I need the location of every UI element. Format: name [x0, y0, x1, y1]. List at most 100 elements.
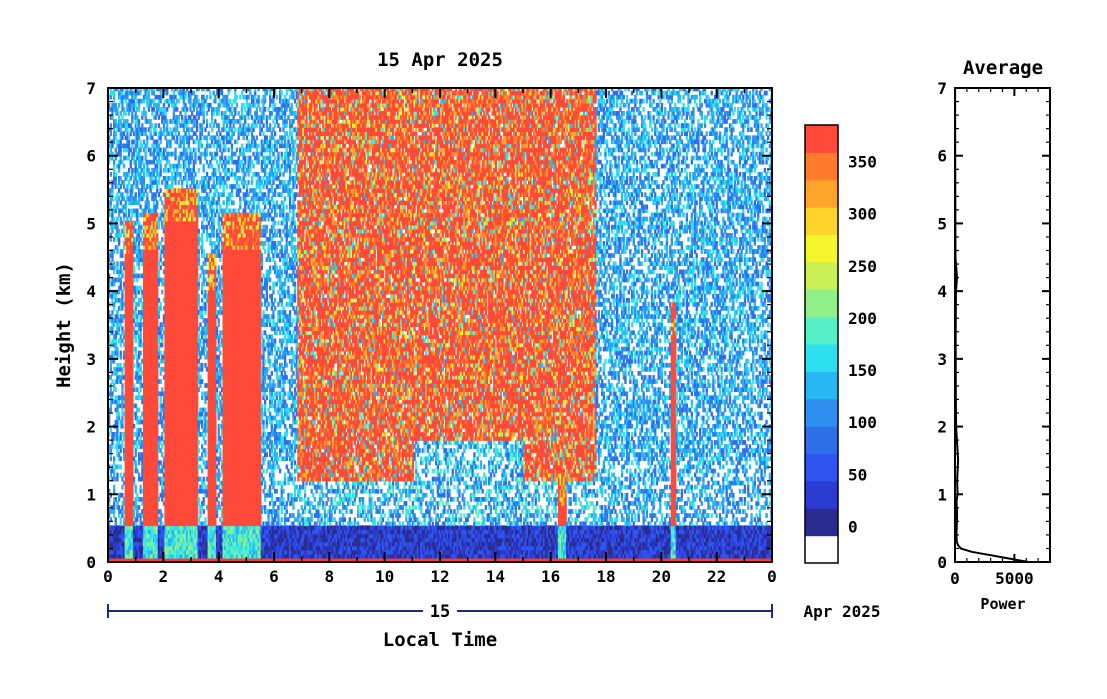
heatmap-cell — [113, 302, 115, 307]
heatmap-cell — [118, 452, 120, 457]
heatmap-cell — [184, 176, 186, 181]
heatmap-cell — [110, 95, 112, 100]
heatmap-cell — [174, 176, 176, 181]
heatmap-cell — [131, 436, 133, 441]
heatmap-cell — [111, 115, 113, 120]
heatmap-cell — [156, 387, 158, 392]
heatmap-cell — [145, 111, 147, 116]
heatmap-cell — [128, 135, 130, 140]
heatmap-cell — [136, 509, 138, 514]
heatmap-cell — [121, 387, 123, 392]
heatmap-cell — [138, 245, 140, 250]
heatmap-cell — [156, 249, 158, 254]
heatmap-cell — [160, 164, 162, 169]
heatmap-cell — [156, 424, 158, 429]
heatmap-cell — [160, 306, 162, 311]
heatmap-cell — [135, 164, 137, 169]
heatmap-cell — [138, 290, 140, 295]
heatmap-cell — [118, 103, 120, 108]
heatmap-cell — [158, 115, 160, 120]
heatmap-cell — [156, 200, 158, 205]
heatmap-cell — [111, 257, 113, 262]
heatmap-cell — [156, 452, 158, 457]
heatmap-cell — [125, 209, 127, 214]
heatmap-cell — [145, 188, 147, 193]
heatmap-cell — [110, 452, 112, 457]
heatmap-cell — [120, 521, 122, 526]
heatmap-cell — [131, 395, 133, 400]
heatmap-cell — [138, 265, 140, 270]
heatmap-cell — [131, 339, 133, 344]
heatmap-cell — [133, 383, 135, 388]
heatmap-cell — [110, 123, 112, 128]
heatmap-cell — [118, 237, 120, 242]
heatmap-cell — [140, 428, 142, 433]
heatmap-cell — [160, 172, 162, 177]
heatmap-cell — [135, 351, 137, 356]
heatmap-cell — [160, 371, 162, 376]
heatmap-cell — [113, 282, 115, 287]
heatmap-cell — [118, 290, 120, 295]
heatmap-cell — [161, 452, 163, 457]
heatmap-cell — [181, 156, 183, 161]
heatmap-cell — [173, 168, 175, 173]
heatmap-cell — [184, 164, 186, 169]
heatmap-cell — [118, 241, 120, 246]
heatmap-cell — [151, 135, 153, 140]
heatmap-cell — [178, 119, 180, 124]
heatmap-cell — [140, 379, 142, 384]
heatmap-cell — [143, 99, 145, 104]
heatmap-cell — [113, 99, 115, 104]
heatmap-cell — [131, 371, 133, 376]
heatmap-cell — [166, 119, 168, 124]
heatmap-cell — [136, 330, 138, 335]
heatmap-cell — [140, 91, 142, 96]
heatmap-cell — [158, 363, 160, 368]
heatmap-cell — [115, 119, 117, 124]
heatmap-cell — [113, 485, 115, 490]
heatmap-cell — [121, 371, 123, 376]
heatmap-cell — [158, 314, 160, 319]
heatmap-cell — [158, 192, 160, 197]
heatmap-cell — [125, 205, 127, 210]
heatmap-cell — [113, 501, 115, 506]
heatmap-cell — [136, 209, 138, 214]
heatmap-cell — [158, 180, 160, 185]
heatmap-cell — [160, 351, 162, 356]
heatmap-cell — [120, 140, 122, 145]
heatmap-cell — [130, 148, 132, 153]
heatmap-cell — [120, 465, 122, 470]
heatmap-cell — [148, 107, 150, 112]
heatmap-cell — [158, 465, 160, 470]
heatmap-cell — [140, 485, 142, 490]
heatmap-cell — [121, 420, 123, 425]
heatmap-cell — [140, 330, 142, 335]
heatmap-cell — [160, 241, 162, 246]
heatmap-cell — [110, 367, 112, 372]
heatmap-cell — [151, 176, 153, 181]
heatmap-cell — [141, 196, 143, 201]
heatmap-cell — [121, 103, 123, 108]
heatmap-cell — [161, 387, 163, 392]
heatmap-cell — [135, 241, 137, 246]
heatmap-cell — [120, 265, 122, 270]
heatmap-cell — [135, 95, 137, 100]
heatmap-cell — [123, 217, 125, 222]
heatmap-cell — [140, 416, 142, 421]
heatmap-cell — [158, 339, 160, 344]
heatmap-cell — [174, 152, 176, 157]
heatmap-cell — [121, 416, 123, 421]
heatmap-cell — [138, 233, 140, 238]
heatmap-cell — [115, 148, 117, 153]
heatmap-cell — [145, 127, 147, 132]
heatmap-cell — [156, 367, 158, 372]
heatmap-cell — [161, 290, 163, 295]
heatmap-cell — [140, 436, 142, 441]
heatmap-cell — [160, 196, 162, 201]
heatmap-cell — [166, 123, 168, 128]
heatmap-cell — [156, 432, 158, 437]
heatmap-cell — [131, 408, 133, 413]
heatmap-cell — [135, 440, 137, 445]
heatmap-cell — [153, 200, 155, 205]
heatmap-cell — [186, 180, 188, 185]
